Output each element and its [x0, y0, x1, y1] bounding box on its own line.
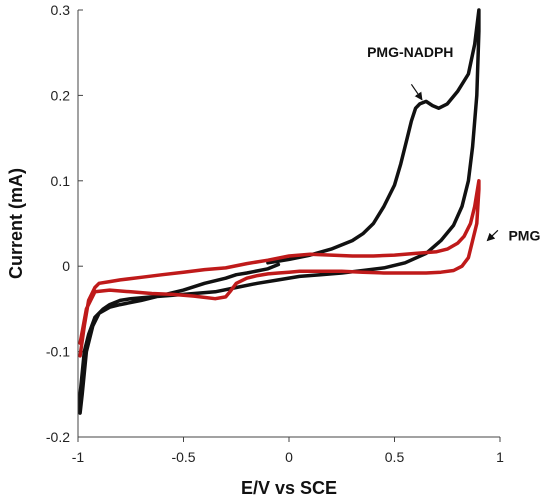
y-axis-title: Current (mA) [6, 168, 26, 279]
annotation-arrow-pmg-nadph [410, 83, 423, 101]
annotation-label-pmg-nadph: PMG-NADPH [367, 44, 453, 60]
x-tick-label: 0 [285, 449, 293, 465]
x-tick-label: 0.5 [385, 449, 405, 465]
axes: -0.2 -0.1 0 0.1 0.2 0.3 -1 -0.5 0 0.5 1 [46, 2, 504, 465]
x-tick-label: -1 [72, 449, 85, 465]
y-tick-label: -0.2 [46, 429, 70, 445]
annotations: PMG-NADPH PMG [367, 44, 540, 244]
annotation-arrow-pmg [486, 229, 499, 242]
y-tick-label: -0.1 [46, 344, 70, 360]
annotation-label-pmg: PMG [508, 228, 540, 244]
x-axis-title: E/V vs SCE [241, 478, 337, 498]
series-line-pmg [78, 179, 481, 358]
series-layer [78, 8, 481, 415]
y-tick-label: 0.3 [51, 2, 71, 18]
x-tick-label: -0.5 [171, 449, 195, 465]
x-tick-label: 1 [496, 449, 504, 465]
y-tick-label: 0.2 [51, 87, 71, 103]
series-line-pmg-nadph [78, 8, 481, 415]
y-tick-label: 0.1 [51, 173, 71, 189]
y-tick-label: 0 [62, 258, 70, 274]
